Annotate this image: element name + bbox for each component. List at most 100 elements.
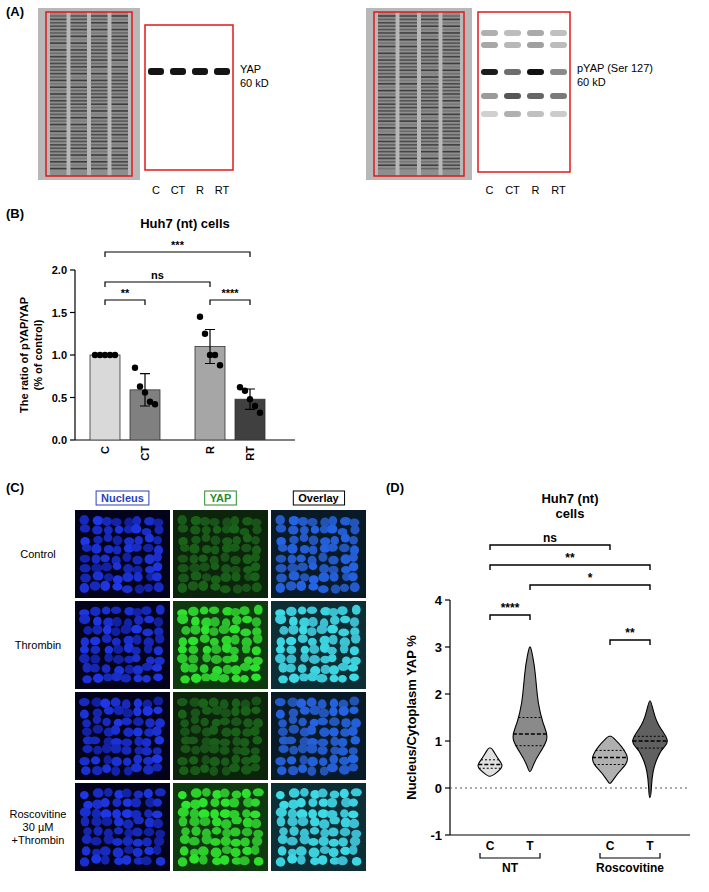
cell — [308, 638, 317, 646]
cell — [104, 706, 114, 714]
cell — [121, 718, 132, 726]
cell — [209, 518, 219, 526]
cell — [91, 817, 101, 827]
cell — [328, 516, 337, 526]
blot-band — [504, 30, 521, 36]
cell — [320, 846, 330, 854]
cell — [211, 545, 220, 554]
micrograph — [173, 510, 268, 598]
y-axis — [449, 600, 450, 835]
cell — [81, 817, 90, 827]
blot-band — [481, 111, 498, 117]
cell — [240, 663, 251, 671]
cell — [177, 654, 188, 664]
cell — [231, 754, 240, 764]
stain-band — [71, 164, 88, 166]
cell — [191, 516, 202, 525]
cell — [319, 819, 329, 829]
stain-band — [378, 36, 396, 38]
label-line: Roscovitine — [10, 808, 67, 820]
cell — [251, 747, 260, 755]
stain-band — [91, 29, 108, 31]
cell — [134, 675, 143, 683]
cell — [152, 811, 163, 819]
micrograph — [75, 601, 170, 689]
stain-band — [421, 168, 439, 170]
cell — [230, 556, 240, 565]
stain-band — [421, 90, 439, 92]
cell — [202, 788, 211, 797]
stain-band — [378, 29, 396, 31]
category-label: T — [646, 839, 654, 853]
cell — [289, 674, 299, 683]
cell — [309, 545, 318, 554]
cell — [348, 572, 358, 581]
cell — [220, 789, 230, 798]
row-label: Roscovitine30 µM+Thrombin — [10, 808, 67, 846]
cell — [219, 718, 230, 726]
stain-band — [378, 164, 396, 166]
cell — [191, 715, 199, 724]
cell — [132, 654, 140, 662]
figure: (A)(B)(C)(D)YAP60 kDCCTRRTpYAP (Ser 127)… — [0, 0, 709, 892]
cell — [350, 617, 359, 627]
cell — [134, 791, 144, 799]
cell — [288, 526, 298, 535]
quartile-line — [479, 768, 502, 769]
panel-letter: (B) — [6, 206, 24, 221]
cell — [191, 788, 202, 797]
cell — [180, 745, 190, 753]
cell — [103, 755, 111, 764]
cell — [152, 754, 163, 763]
stain-band — [400, 144, 418, 146]
cell — [203, 646, 211, 654]
stain-band — [443, 151, 461, 153]
cell — [104, 653, 113, 662]
stain-band — [378, 120, 396, 122]
blot-band — [481, 42, 498, 48]
cell — [242, 616, 252, 624]
cell — [189, 544, 199, 554]
cell — [286, 607, 297, 616]
cell — [82, 846, 91, 855]
cell — [251, 819, 261, 829]
cell — [276, 555, 287, 563]
cell — [209, 673, 220, 682]
cell — [341, 718, 351, 728]
stain-band — [112, 56, 129, 58]
stain-band — [400, 25, 418, 27]
category-label: C — [486, 839, 495, 853]
cell — [202, 706, 212, 714]
cell — [113, 645, 123, 654]
cell — [329, 848, 339, 858]
cell — [93, 536, 103, 544]
stain-band — [71, 158, 88, 160]
cell — [288, 766, 298, 775]
cell — [81, 637, 89, 647]
stain-band — [112, 25, 129, 27]
blot-band — [214, 68, 230, 75]
label-line: 30 µM — [23, 821, 54, 833]
cell — [82, 675, 92, 683]
cell — [180, 835, 190, 844]
cell — [178, 524, 188, 532]
tick-label: 0 — [435, 781, 442, 796]
stain-band — [91, 100, 108, 102]
cell — [90, 607, 101, 616]
cell — [276, 573, 287, 582]
cell — [232, 572, 241, 582]
stain-band — [400, 114, 418, 116]
stain-band — [112, 131, 129, 133]
stain-band — [443, 22, 461, 24]
cell — [93, 516, 104, 525]
stain-band — [400, 36, 418, 38]
cell — [296, 581, 306, 591]
stain-band — [378, 154, 396, 156]
cell — [208, 744, 219, 754]
stain-band — [378, 161, 396, 163]
stain-band — [378, 93, 396, 95]
stain-band — [50, 168, 67, 170]
cell — [80, 564, 91, 572]
cell — [329, 754, 338, 764]
blot-band — [550, 93, 567, 99]
